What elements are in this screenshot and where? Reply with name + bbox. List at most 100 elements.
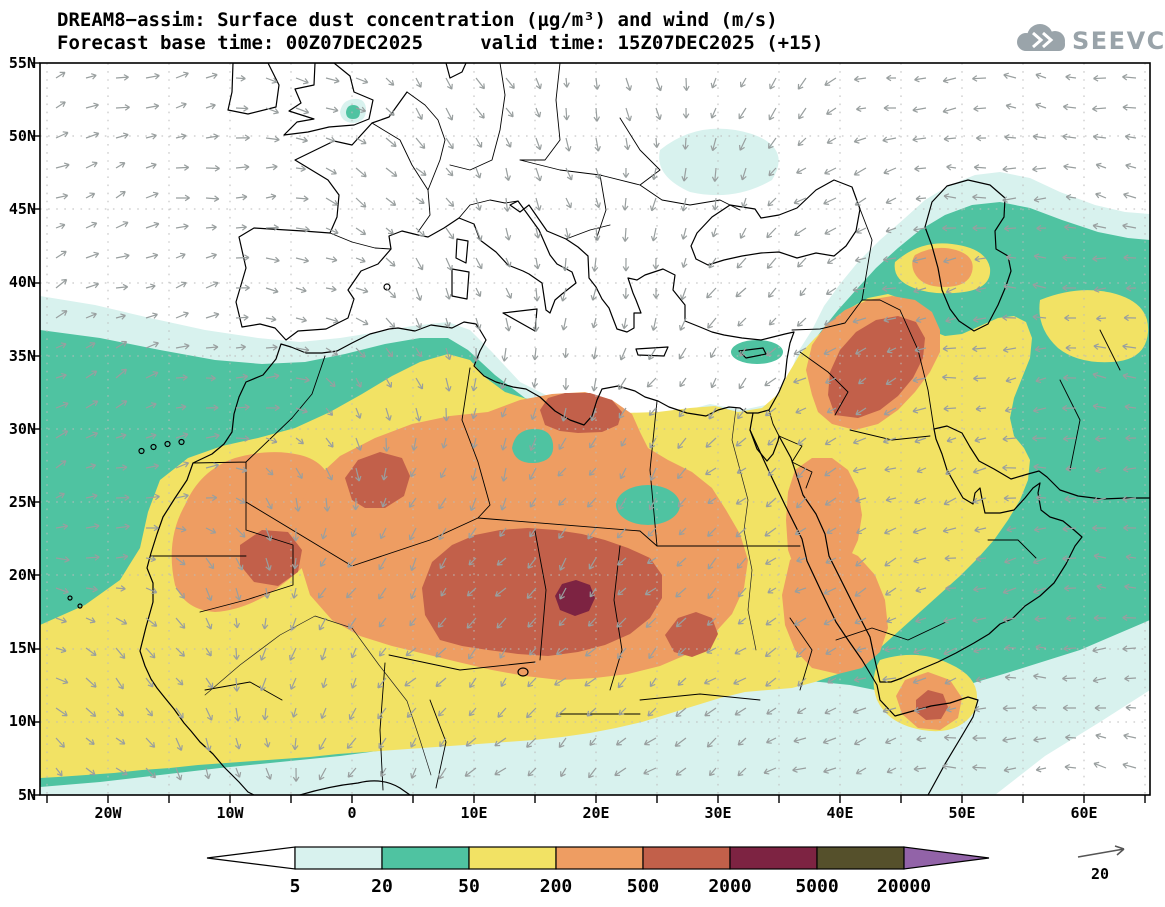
wind-arrow (1126, 284, 1137, 292)
wind-arrow (1063, 585, 1077, 592)
wind-arrow (408, 497, 417, 508)
wind-arrow (534, 227, 541, 239)
wind-arrow (680, 197, 688, 212)
wind-arrow (882, 437, 897, 444)
wind-arrow (623, 137, 631, 151)
wind-arrow (709, 347, 717, 359)
wind-arrow (235, 527, 246, 538)
wind-arrow (415, 227, 425, 237)
wind-arrow (675, 707, 687, 718)
wind-arrow (593, 227, 601, 241)
wind-arrow (1032, 282, 1047, 289)
wind-arrow (411, 437, 418, 451)
wind-arrow (289, 617, 297, 631)
wind-arrow (441, 437, 448, 449)
wind-arrow (945, 287, 957, 294)
wind-arrow (295, 256, 310, 264)
wind-arrow (555, 647, 567, 656)
map-frame-group (32, 62, 1151, 803)
wind-arrow (347, 557, 357, 568)
lat-label: 45N (9, 200, 36, 218)
wind-arrow (115, 162, 126, 169)
wind-arrow (205, 737, 212, 752)
wind-arrow (1065, 73, 1077, 81)
wind-arrow (115, 737, 126, 745)
wind-arrow (1062, 103, 1077, 111)
wind-arrow (265, 163, 278, 171)
wind-arrow (346, 737, 357, 750)
wind-arrow (205, 432, 220, 440)
wind-arrow (795, 407, 807, 414)
wind-arrow (145, 737, 156, 748)
wind-arrow (1002, 165, 1017, 173)
wind-arrow (475, 137, 483, 148)
wind-arrow (445, 347, 452, 361)
wind-arrow (235, 435, 250, 442)
wind-arrow (533, 287, 541, 302)
wind-arrow (355, 106, 367, 114)
wind-arrow (475, 227, 483, 242)
wind-arrow (415, 347, 422, 358)
wind-arrow (1123, 732, 1137, 740)
wind-arrow (1092, 222, 1107, 230)
wind-arrow (145, 463, 160, 470)
wind-arrow (912, 677, 927, 685)
dust-region-50-200-caspian-east (1039, 290, 1149, 363)
coastline-jutland (445, 63, 467, 79)
wind-arrow (1033, 253, 1047, 260)
wind-arrow (265, 467, 274, 476)
colorbar-label: 500 (627, 876, 660, 897)
wind-arrow (1032, 704, 1047, 712)
wind-arrow (500, 407, 507, 418)
wind-arrow (973, 647, 987, 654)
wind-arrow (915, 195, 927, 202)
wind-arrow (706, 617, 717, 626)
wind-arrow (565, 197, 572, 209)
wind-arrow (589, 407, 597, 422)
wind-arrow (1093, 75, 1107, 82)
wind-arrow (648, 497, 657, 511)
wind-arrow (558, 737, 567, 749)
lat-label: 15N (9, 639, 36, 657)
wind-arrow (415, 377, 424, 390)
wind-arrow (205, 647, 212, 657)
wind-arrow (648, 407, 657, 417)
wind-arrow (505, 257, 512, 268)
wind-arrow (885, 227, 897, 234)
wind-arrow (825, 377, 837, 385)
wind-arrow (588, 467, 597, 476)
wind-arrow (85, 707, 97, 718)
wind-arrow (886, 767, 897, 774)
wind-arrow (1123, 524, 1137, 532)
coastline-arabia (778, 428, 1083, 683)
wind-arrow (738, 137, 747, 151)
wind-arrow (942, 107, 957, 114)
wind-arrow (1033, 196, 1047, 203)
wind-arrow (558, 527, 567, 540)
wind-arrow (261, 617, 269, 630)
wind-arrow (535, 197, 542, 211)
wind-arrow (822, 737, 837, 745)
wind-arrow (914, 165, 927, 172)
wind-arrow (826, 107, 837, 115)
wind-arrow (475, 167, 482, 179)
wind-arrow (1035, 72, 1047, 79)
wind-arrow (318, 617, 327, 631)
lon-axis-labels: 20W 10W 0 10E 20E 30E 40E 50E 60E (94, 804, 1097, 822)
wind-arrow (235, 557, 244, 571)
wind-arrow (558, 557, 567, 571)
wind-arrow (737, 587, 747, 598)
wind-arrow (765, 347, 777, 357)
wind-arrow (914, 75, 927, 83)
wind-arrow (678, 347, 687, 360)
wind-arrow (205, 494, 218, 502)
wind-arrow (1125, 434, 1137, 442)
wind-arrow (527, 617, 537, 628)
wind-arrow (882, 675, 897, 683)
wind-arrow (1032, 313, 1047, 321)
wind-arrow (885, 197, 897, 205)
wind-arrow (145, 252, 159, 260)
wind-arrow (475, 77, 485, 90)
wind-arrow (504, 167, 511, 181)
wind-arrow (533, 257, 541, 270)
